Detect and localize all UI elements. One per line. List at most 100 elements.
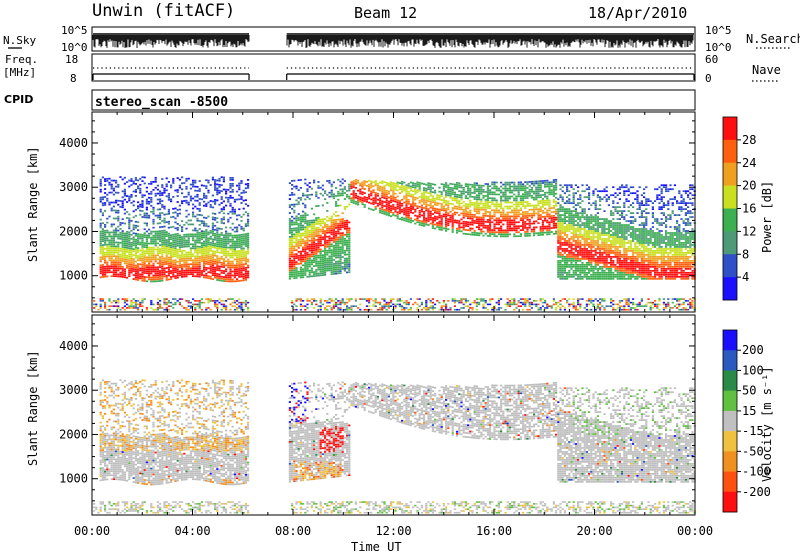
power-cell xyxy=(141,275,144,278)
power-cell xyxy=(192,235,195,238)
power-cell xyxy=(326,269,329,272)
power-cell xyxy=(145,230,148,233)
power-cell xyxy=(205,241,208,243)
power-cell xyxy=(244,237,247,239)
power-cell xyxy=(453,308,456,311)
power-cell xyxy=(429,200,432,203)
power-cell xyxy=(128,267,131,270)
power-cell xyxy=(392,204,395,206)
power-cell xyxy=(315,229,318,231)
power-cell xyxy=(132,224,135,227)
power-cell xyxy=(108,201,111,204)
power-cell xyxy=(436,222,439,224)
power-cell xyxy=(295,277,298,279)
power-cell xyxy=(244,241,247,243)
power-cell xyxy=(394,200,397,203)
power-cell xyxy=(458,300,461,302)
power-cell xyxy=(163,275,166,278)
power-cell xyxy=(218,211,221,214)
power-cell xyxy=(132,238,135,241)
power-cell xyxy=(324,224,327,226)
power-cell xyxy=(339,266,342,269)
power-cell xyxy=(467,207,470,210)
power-cell xyxy=(346,263,349,266)
power-cell xyxy=(194,181,197,184)
power-cell xyxy=(152,242,155,245)
power-cell xyxy=(119,231,122,234)
power-cell xyxy=(198,220,201,222)
power-cell xyxy=(357,197,360,200)
power-cell xyxy=(238,260,241,262)
power-cell xyxy=(148,266,151,269)
power-cell xyxy=(196,195,199,198)
power-cell xyxy=(163,261,166,264)
power-cell xyxy=(341,224,344,226)
power-cell xyxy=(392,212,395,214)
power-cell xyxy=(106,245,109,248)
power-cell xyxy=(143,298,146,300)
power-cell xyxy=(121,258,124,260)
power-cell xyxy=(460,300,463,302)
power-cell xyxy=(431,301,434,304)
power-cell xyxy=(445,184,448,186)
power-cell xyxy=(156,184,159,187)
power-cell xyxy=(174,207,177,210)
power-cell xyxy=(383,181,386,183)
power-cell xyxy=(429,182,432,185)
power-cell xyxy=(154,192,157,195)
power-cell xyxy=(484,300,487,302)
power-cell xyxy=(170,198,173,201)
cpid-value: stereo_scan -8500 xyxy=(95,95,228,110)
power-cell xyxy=(425,207,428,210)
power-cell xyxy=(291,249,294,252)
power-cell xyxy=(132,248,135,251)
power-cell xyxy=(99,198,102,201)
power-cell xyxy=(196,245,199,248)
power-cell xyxy=(412,303,415,306)
power-cell xyxy=(132,278,135,280)
power-cell xyxy=(458,190,461,193)
power-cell xyxy=(310,275,313,278)
power-cell xyxy=(425,223,428,226)
power-cell xyxy=(363,196,366,198)
power-cell xyxy=(167,210,170,213)
power-cell xyxy=(310,223,313,226)
power-cell xyxy=(416,197,419,200)
power-cell xyxy=(304,234,307,237)
power-cell xyxy=(123,248,126,251)
power-cell xyxy=(370,298,373,300)
power-cell xyxy=(161,233,164,236)
power-cell xyxy=(401,202,404,205)
power-cell xyxy=(319,222,322,225)
power-cell xyxy=(132,232,135,235)
power-cell xyxy=(291,263,294,266)
power-cell xyxy=(152,262,155,265)
power-cell xyxy=(412,196,415,198)
power-cell xyxy=(220,222,223,224)
power-cell xyxy=(163,233,166,236)
power-cell xyxy=(348,231,351,234)
power-cell xyxy=(185,251,188,254)
power-cell xyxy=(156,222,159,225)
power-cell xyxy=(119,265,122,268)
power-cell xyxy=(176,177,179,179)
power-cell xyxy=(403,213,406,216)
power-cell xyxy=(436,196,439,199)
power-cell xyxy=(493,185,496,188)
power-cell xyxy=(106,197,109,200)
power-cell xyxy=(137,267,140,269)
power-cell xyxy=(315,227,318,229)
power-cell xyxy=(438,228,441,231)
power-cell xyxy=(348,189,351,192)
power-cell xyxy=(137,275,140,277)
power-cell xyxy=(332,227,335,229)
power-cell xyxy=(242,308,245,311)
power-cell xyxy=(108,265,111,268)
power-cell xyxy=(229,298,232,300)
power-cell xyxy=(335,268,338,271)
power-cell xyxy=(172,180,175,182)
power-cell xyxy=(227,242,230,245)
power-cell xyxy=(192,223,195,226)
power-cell xyxy=(376,198,379,201)
power-cell xyxy=(130,269,133,272)
